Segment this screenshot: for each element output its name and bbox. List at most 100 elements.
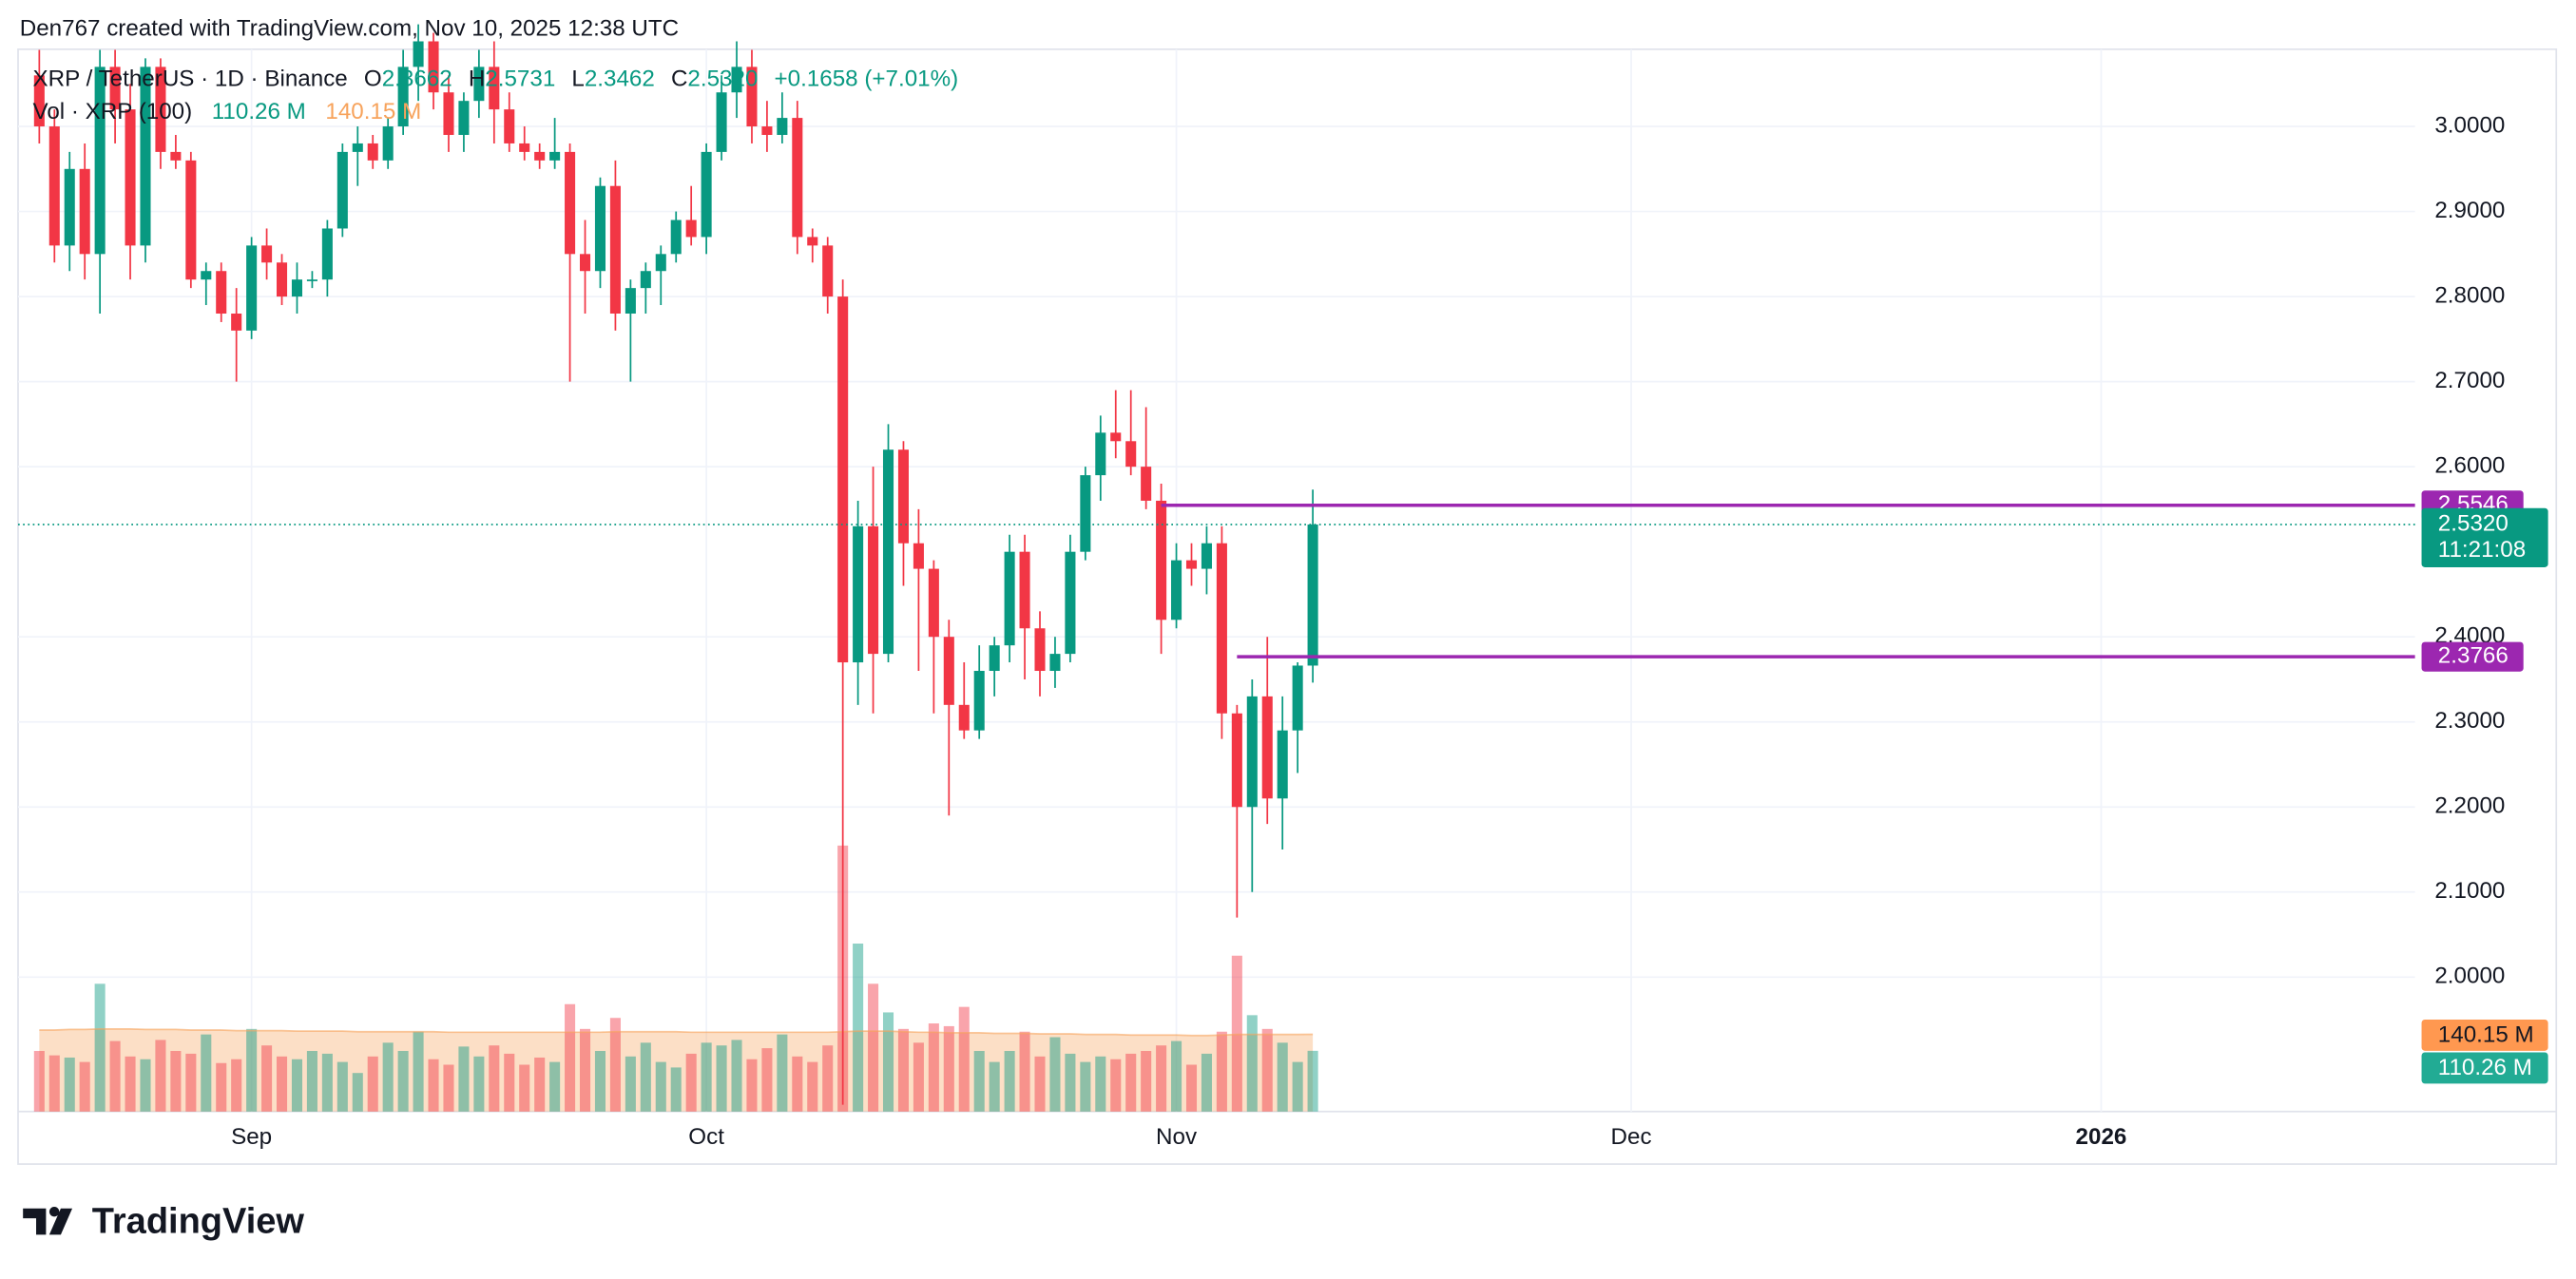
candle-body	[973, 671, 985, 731]
volume-bar	[958, 1006, 970, 1112]
volume-bar	[216, 1062, 227, 1112]
attribution: Den767 created with TradingView.com, Nov…	[20, 15, 679, 41]
volume-bar	[701, 1042, 712, 1112]
volume-bar	[777, 1034, 788, 1112]
volume-bar	[882, 1012, 894, 1112]
volume-bar	[670, 1067, 682, 1112]
x-tick-label: Oct	[688, 1124, 724, 1150]
candles	[33, 24, 1318, 1105]
candle-body	[1277, 730, 1288, 799]
ohlc-value: 2.3462	[585, 67, 655, 92]
volume-bar	[943, 1025, 954, 1112]
candle-body	[79, 168, 90, 255]
candle-body	[1049, 654, 1061, 672]
y-tick-label: 2.9000	[2434, 198, 2505, 223]
candle-body	[504, 109, 515, 143]
candle-body	[701, 151, 712, 238]
volume-bar	[534, 1057, 546, 1112]
candle-body	[1171, 560, 1182, 620]
candle-body	[94, 67, 106, 255]
ohlc-value: 2.3662	[382, 67, 452, 92]
volume-bar	[443, 1064, 454, 1112]
candle-body	[1246, 696, 1258, 808]
candle-body	[989, 645, 1000, 672]
y-tick-label: 2.0000	[2434, 964, 2505, 989]
candle-body	[246, 245, 258, 331]
volume-bar	[306, 1051, 317, 1112]
volume-bar	[489, 1045, 500, 1112]
volume-bar	[246, 1028, 258, 1112]
x-tick-label: Nov	[1156, 1124, 1198, 1150]
volume-bar	[352, 1073, 363, 1112]
logo-text: TradingView	[92, 1201, 305, 1241]
candle-body	[1261, 696, 1273, 799]
volume-bar	[625, 1056, 636, 1112]
ohlc-key: L	[571, 67, 584, 92]
candle-body	[458, 101, 470, 135]
volume-pane	[33, 845, 1318, 1112]
candle-body	[868, 525, 879, 655]
volume-bar	[79, 1061, 90, 1112]
candle-body	[1185, 560, 1198, 569]
volume-bar	[1156, 1045, 1167, 1112]
y-tick-label: 2.2000	[2434, 793, 2505, 819]
candle-body	[1141, 467, 1152, 501]
volume-ma-line	[39, 1027, 1314, 1037]
volume-bar	[1065, 1053, 1076, 1112]
logo-mark	[23, 1206, 73, 1235]
volume-bar	[655, 1061, 666, 1112]
candle-body	[1292, 665, 1303, 731]
candle-body	[1307, 525, 1318, 666]
price-label-box	[2421, 641, 2524, 672]
volume-bar	[428, 1059, 439, 1112]
volume-bar	[1261, 1028, 1273, 1112]
symbol-title: XRP / TetherUS · 1D · Binance	[33, 67, 348, 92]
y-tick-label: 2.1000	[2434, 878, 2505, 904]
ohlc-key: O	[364, 67, 382, 92]
volume-bar	[640, 1042, 651, 1112]
volume-bar	[731, 1040, 742, 1112]
candle-body	[792, 118, 803, 238]
candle-body	[413, 41, 424, 67]
ohlc-key: C	[671, 67, 687, 92]
volume-bar	[1246, 1015, 1258, 1112]
volume-bar	[822, 1045, 834, 1112]
volume-bar	[868, 983, 879, 1112]
logo: TradingView	[23, 1201, 304, 1241]
last-price-box	[2421, 507, 2548, 567]
volume-bar	[1185, 1064, 1198, 1112]
volume-bar	[94, 983, 106, 1112]
volume-bar	[291, 1059, 303, 1112]
volume-bar	[367, 1056, 378, 1112]
volume-bar	[579, 1028, 591, 1112]
candle-body	[64, 168, 75, 246]
candle-body	[201, 271, 212, 280]
candle-body	[609, 185, 621, 314]
candle-body	[913, 543, 924, 569]
candle-body	[291, 279, 303, 297]
volume-bar	[382, 1042, 394, 1112]
volume-bar	[761, 1048, 773, 1112]
candle-body	[1110, 432, 1122, 442]
candle-body	[822, 245, 834, 297]
candle-body	[549, 151, 561, 161]
volume-bar	[928, 1023, 939, 1112]
last-price-label: 2.5320	[2438, 510, 2509, 536]
y-tick-label: 2.7000	[2434, 368, 2505, 393]
candle-body	[170, 151, 182, 161]
volume-bar	[277, 1056, 288, 1112]
volume-bar	[397, 1051, 409, 1112]
candle-body	[216, 271, 227, 314]
y-tick-label: 3.0000	[2434, 112, 2505, 138]
candle-body	[761, 126, 773, 135]
candle-body	[367, 143, 378, 161]
candle-body	[321, 228, 333, 280]
volume-legend: Vol · XRP (100) 110.26 M 140.15 M	[33, 100, 422, 125]
candle-body	[655, 254, 666, 272]
ohlc-key: H	[469, 67, 485, 92]
x-tick-label: Dec	[1611, 1124, 1652, 1150]
volume-bar	[1141, 1051, 1152, 1112]
candle-body	[185, 160, 197, 280]
